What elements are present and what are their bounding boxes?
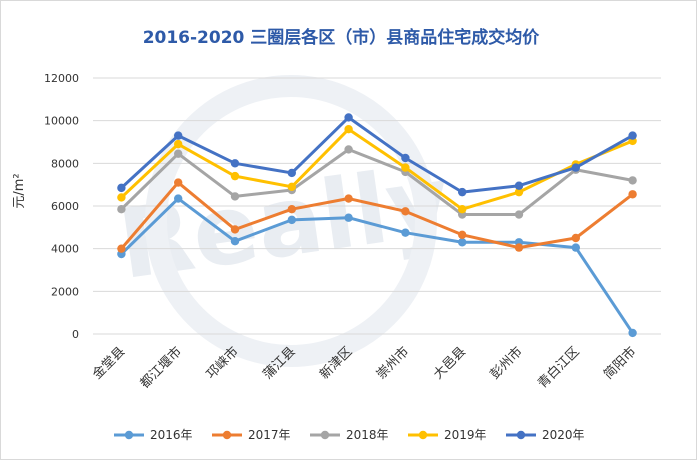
series-line <box>117 113 637 197</box>
series-path <box>120 181 634 250</box>
y-tick-label: 8000 <box>51 157 79 170</box>
x-tick-label: 都江堰市 <box>137 344 185 392</box>
series-path <box>120 197 634 334</box>
series-path <box>120 127 634 211</box>
legend: 2016年 2017年 2018年 2019年 2020年 <box>114 428 585 442</box>
x-tick-label: 大邑县 <box>431 344 469 382</box>
data-point <box>344 125 353 134</box>
data-point <box>401 153 410 163</box>
series-group <box>117 113 637 338</box>
data-point <box>458 230 467 239</box>
legend-label: 2019年 <box>444 428 487 442</box>
data-point <box>117 193 126 202</box>
x-tick-label: 崇州市 <box>373 344 412 383</box>
gridlines <box>93 77 661 335</box>
data-point <box>174 149 183 158</box>
y-tick-label: 2000 <box>51 285 79 298</box>
x-tick-label: 金堂县 <box>89 344 128 383</box>
data-point <box>401 207 410 216</box>
y-tick-label: 12000 <box>44 72 79 85</box>
y-tick-label: 0 <box>72 328 79 341</box>
y-tick-label: 6000 <box>51 200 79 213</box>
data-point <box>514 243 524 252</box>
x-axis-ticks: 金堂县 都江堰市 邛崃市 蒲江县 新津区 崇州市 大邑县 彭州市 青白江区 简阳市 <box>89 344 639 392</box>
data-point <box>571 243 580 252</box>
data-point <box>401 163 410 172</box>
legend-marker <box>320 430 330 440</box>
data-point <box>344 213 353 222</box>
data-point <box>230 171 240 181</box>
data-point <box>287 168 296 178</box>
legend-marker <box>222 430 232 440</box>
data-point <box>401 228 410 237</box>
x-tick-label: 青白江区 <box>535 344 583 392</box>
y-axis-label: 元/m² <box>12 173 27 208</box>
legend-label: 2017年 <box>248 428 291 442</box>
legend-marker <box>124 430 134 440</box>
series-line <box>117 178 637 253</box>
legend-item: 2016年 <box>114 428 193 442</box>
legend-label: 2020年 <box>542 428 585 442</box>
data-point <box>628 176 637 185</box>
data-point <box>458 187 467 197</box>
data-point <box>628 328 637 338</box>
watermark-logo: Really <box>112 75 457 367</box>
data-point <box>230 237 240 246</box>
legend-item: 2017年 <box>212 428 291 442</box>
data-point <box>117 244 126 253</box>
data-point <box>628 190 637 199</box>
data-point <box>514 210 524 219</box>
series-path <box>120 115 634 194</box>
data-point <box>230 225 240 234</box>
data-point <box>174 194 183 203</box>
data-point <box>344 145 353 154</box>
data-point <box>571 233 580 243</box>
chart-title: 2016-2020 三圈层各区（市）县商品住宅成交均价 <box>143 27 541 48</box>
x-tick-label: 彭州市 <box>487 344 526 383</box>
data-point <box>287 182 296 191</box>
data-point <box>344 194 353 203</box>
y-tick-label: 10000 <box>44 115 79 128</box>
legend-item: 2019年 <box>408 428 487 442</box>
data-point <box>628 131 637 140</box>
legend-item: 2020年 <box>506 428 585 442</box>
data-point <box>287 215 296 225</box>
data-point <box>230 192 240 201</box>
data-point <box>514 181 524 190</box>
data-point <box>514 187 524 197</box>
x-tick-label: 简阳市 <box>601 344 640 383</box>
legend-marker <box>418 430 428 440</box>
series-path <box>120 147 633 217</box>
data-point <box>458 238 467 247</box>
data-point <box>117 183 126 193</box>
y-axis-ticks: 0 2000 4000 6000 8000 10000 12000 <box>44 72 79 341</box>
legend-label: 2016年 <box>150 428 193 442</box>
legend-marker <box>516 430 526 440</box>
data-point <box>174 178 183 187</box>
legend-item: 2018年 <box>310 428 389 442</box>
data-point <box>571 163 580 172</box>
legend-label: 2018年 <box>346 428 389 442</box>
data-point <box>344 113 353 122</box>
data-point <box>117 205 126 214</box>
data-point <box>230 159 240 168</box>
data-point <box>174 139 183 149</box>
data-point <box>287 205 296 214</box>
data-point <box>458 205 467 214</box>
data-point <box>174 131 183 140</box>
y-tick-label: 4000 <box>51 243 79 256</box>
